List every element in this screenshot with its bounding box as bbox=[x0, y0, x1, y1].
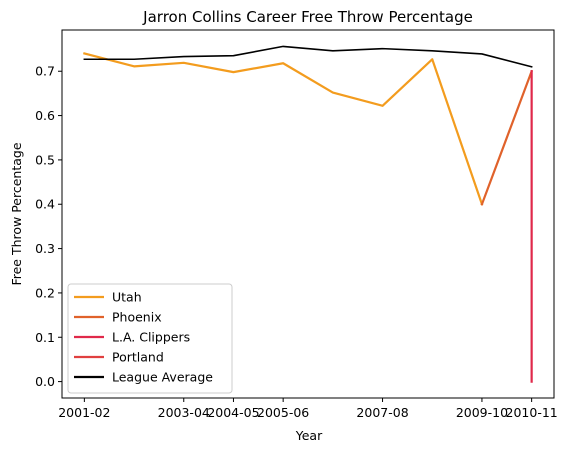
series-line-phoenix bbox=[480, 69, 534, 206]
x-tick-label: 2007-08 bbox=[356, 405, 408, 420]
y-tick-label: 0.5 bbox=[35, 152, 55, 167]
y-tick-label: 0.1 bbox=[35, 330, 55, 345]
y-tick-label: 0.2 bbox=[35, 285, 55, 300]
legend-label-l-a-clippers: L.A. Clippers bbox=[112, 330, 190, 345]
legend-label-phoenix: Phoenix bbox=[112, 310, 162, 325]
x-axis-title: Year bbox=[295, 428, 323, 443]
legend-label-utah: Utah bbox=[112, 290, 142, 305]
x-tick-label: 2005-06 bbox=[257, 405, 309, 420]
x-tick-label: 2009-10 bbox=[456, 405, 508, 420]
plot-frame bbox=[61, 29, 555, 399]
series-line-league-average bbox=[83, 45, 533, 68]
x-tick-label: 2001-02 bbox=[58, 405, 110, 420]
y-axis-ticks: 0.0 0.1 0.2 0.3 0.4 0.5 0.6 0.7 bbox=[35, 64, 62, 389]
y-tick-label: 0.6 bbox=[35, 108, 55, 123]
y-axis-title: Free Throw Percentage bbox=[9, 142, 24, 285]
legend-box bbox=[67, 283, 233, 394]
series-lines bbox=[83, 45, 534, 383]
series-line-utah bbox=[83, 52, 484, 206]
y-tick-label: 0.4 bbox=[35, 197, 55, 212]
x-tick-label: 2010-11 bbox=[506, 405, 558, 420]
y-tick-label: 0.3 bbox=[35, 241, 55, 256]
chart-legend: Utah Phoenix L.A. Clippers Portland League A… bbox=[67, 283, 233, 394]
chart-title: Jarron Collins Career Free Throw Percent… bbox=[142, 8, 473, 26]
y-tick-label: 0.0 bbox=[35, 374, 55, 389]
x-tick-label: 2004-05 bbox=[207, 405, 259, 420]
x-tick-label: 2003-04 bbox=[158, 405, 210, 420]
y-tick-label: 0.7 bbox=[35, 64, 55, 79]
legend-label-league-average: League Average bbox=[112, 370, 213, 385]
legend-label-portland: Portland bbox=[112, 350, 164, 365]
